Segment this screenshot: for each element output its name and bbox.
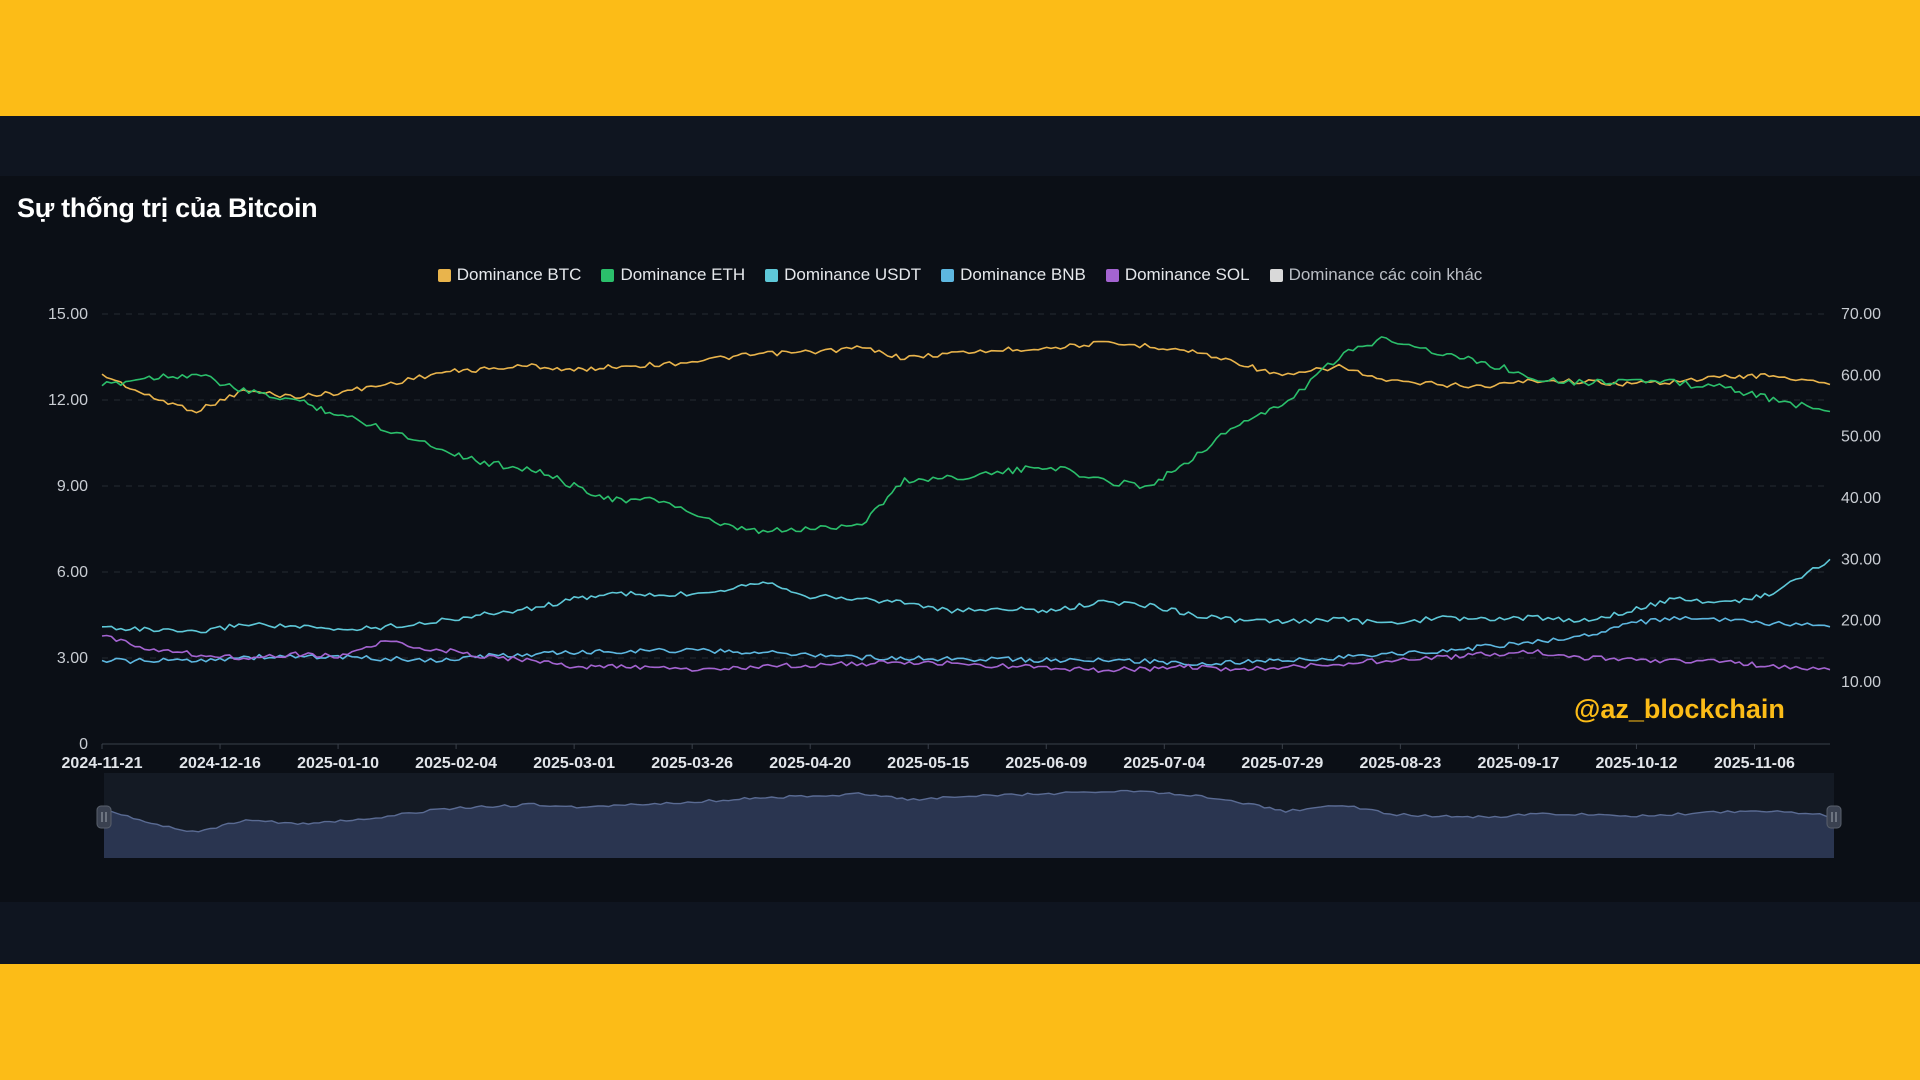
legend-label-usdt: Dominance USDT xyxy=(784,265,922,284)
bottom-yellow-band xyxy=(0,964,1920,1080)
y-left-tick-label: 3.00 xyxy=(57,650,88,667)
series-line-dominance-bnb xyxy=(101,615,1831,666)
x-tick-label: 2025-06-09 xyxy=(1005,755,1087,772)
watermark-handle: @az_blockchain xyxy=(1574,694,1785,724)
legend-item-eth[interactable]: Dominance ETH xyxy=(601,265,745,285)
x-tick-label: 2025-09-17 xyxy=(1477,755,1559,772)
series-line-dominance-sol xyxy=(101,634,1831,673)
x-tick-label: 2025-05-15 xyxy=(887,755,969,772)
x-tick-label: 2025-08-23 xyxy=(1359,755,1441,772)
legend-item-usdt[interactable]: Dominance USDT xyxy=(765,265,921,285)
legend-swatch-usdt xyxy=(765,268,779,282)
y-right-tick-label: 20.00 xyxy=(1841,613,1881,630)
y-right-tick-label: 30.00 xyxy=(1841,551,1881,568)
legend-label-eth: Dominance ETH xyxy=(620,265,746,284)
navigator-handle-left[interactable] xyxy=(96,805,112,829)
legend-label-others: Dominance các coin khác xyxy=(1288,265,1483,284)
x-tick-label: 2025-11-06 xyxy=(1714,755,1795,772)
navigator-handle-right[interactable] xyxy=(1826,805,1842,829)
legend-item-bnb[interactable]: Dominance BNB xyxy=(941,265,1086,285)
legend-item-sol[interactable]: Dominance SOL xyxy=(1105,265,1250,285)
x-tick-label: 2025-03-01 xyxy=(533,755,615,772)
y-left-tick-label: 15.00 xyxy=(48,306,88,323)
y-left-tick-label: 6.00 xyxy=(57,564,88,581)
x-tick-label: 2025-03-26 xyxy=(651,755,733,772)
x-tick-label: 2025-07-29 xyxy=(1241,755,1323,772)
chart-legend: Dominance BTC Dominance ETH Dominance US… xyxy=(0,264,1920,286)
legend-label-bnb: Dominance BNB xyxy=(960,265,1086,284)
series-line-dominance-eth xyxy=(101,336,1831,535)
legend-item-others[interactable]: Dominance các coin khác xyxy=(1269,265,1483,285)
legend-item-btc[interactable]: Dominance BTC xyxy=(437,265,582,285)
legend-swatch-eth xyxy=(601,268,615,282)
y-right-tick-label: 60.00 xyxy=(1841,367,1881,384)
x-tick-label: 2025-10-12 xyxy=(1596,755,1678,772)
navigator-area xyxy=(104,790,1834,858)
y-right-tick-label: 50.00 xyxy=(1841,429,1881,446)
series-line-dominance-btc xyxy=(101,340,1831,414)
x-tick-label: 2024-12-16 xyxy=(179,755,261,772)
top-yellow-band xyxy=(0,0,1920,116)
x-tick-label: 2025-07-04 xyxy=(1123,755,1205,772)
legend-swatch-bnb xyxy=(941,268,955,282)
y-right-tick-label: 10.00 xyxy=(1841,674,1881,691)
series-line-dominance-usdt xyxy=(101,558,1831,634)
chart-title: Sự thống trị của Bitcoin xyxy=(17,193,318,223)
legend-label-sol: Dominance SOL xyxy=(1124,265,1250,284)
x-tick-label: 2025-01-10 xyxy=(297,755,379,772)
y-right-tick-label: 70.00 xyxy=(1841,306,1881,323)
legend-swatch-others xyxy=(1269,268,1283,282)
legend-swatch-btc xyxy=(437,268,451,282)
y-left-tick-label: 12.00 xyxy=(48,392,88,409)
x-tick-label: 2024-11-21 xyxy=(62,755,143,772)
x-tick-label: 2025-04-20 xyxy=(769,755,851,772)
y-left-tick-label: 0 xyxy=(79,736,88,753)
legend-label-btc: Dominance BTC xyxy=(456,265,582,284)
x-tick-label: 2025-02-04 xyxy=(415,755,497,772)
y-left-tick-label: 9.00 xyxy=(57,478,88,495)
legend-swatch-sol xyxy=(1105,268,1119,282)
y-right-tick-label: 40.00 xyxy=(1841,490,1881,507)
navigator-line xyxy=(103,789,1835,833)
